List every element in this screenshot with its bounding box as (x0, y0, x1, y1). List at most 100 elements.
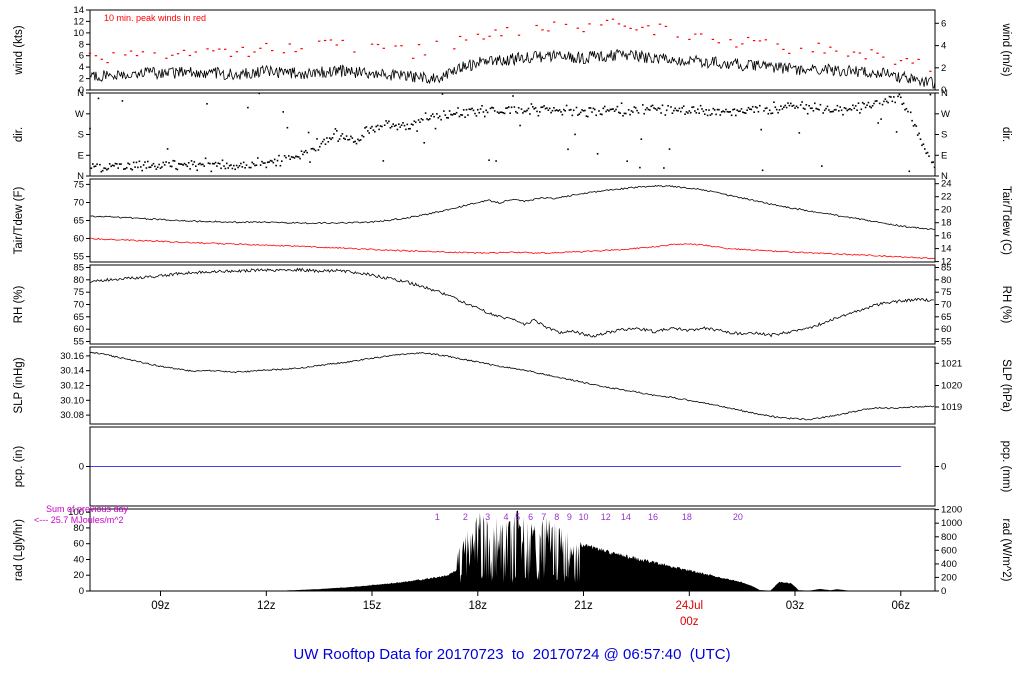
dir-dot (103, 167, 105, 169)
peak-mark (282, 52, 286, 54)
dir-dot (313, 148, 315, 151)
dir-dot (709, 114, 712, 116)
dir-dot (149, 166, 152, 168)
panel-pcp: 0 0 pcp. (in) pcp. (mm) (13, 426, 1012, 507)
dir-dot (417, 119, 420, 121)
dir-dot (258, 92, 260, 95)
dir-dot (334, 128, 337, 130)
dir-dot (323, 138, 325, 141)
peak-mark (412, 57, 415, 59)
dir-dot (451, 114, 454, 116)
peak-mark (852, 51, 856, 53)
dir-dot (464, 116, 466, 118)
dir-dot (393, 125, 396, 127)
dir-dot (932, 161, 934, 163)
dir-dot (616, 105, 619, 108)
dir-dot (223, 165, 225, 167)
dir-dot (568, 109, 571, 111)
y-tick-label-right: 800 (941, 532, 957, 543)
peak-mark (494, 29, 497, 31)
dir-dot (407, 128, 410, 130)
dir-dot (307, 131, 310, 134)
dir-dot (866, 104, 868, 106)
dir-dot (513, 106, 516, 108)
dir-dot (720, 111, 723, 113)
dir-dot (117, 167, 119, 169)
dir-dot (386, 122, 389, 124)
dir-dot (840, 109, 843, 112)
x-tick-label: 00z (680, 616, 699, 628)
peak-mark (564, 23, 568, 25)
dir-dot (460, 114, 462, 116)
dir-dot (228, 164, 231, 167)
dir-dot (744, 112, 747, 114)
panel-temp: 55 60 65 70 75 12 14 16 18 20 22 24 Tair/Tdew (F) Tai… (13, 178, 1012, 268)
dir-dot (336, 130, 338, 132)
dir-dot (681, 107, 683, 109)
x-axis: 09z 12z 15z 18z 21z 24Jul 00z 03z 06z (151, 591, 910, 628)
peak-mark (694, 33, 697, 35)
rad-mj-marker: 14 (621, 512, 631, 522)
dir-dot (832, 110, 834, 113)
dir-dot (224, 167, 227, 170)
rad-mj-marker: 8 (554, 512, 559, 522)
peak-mark (711, 38, 715, 40)
y-tick-label-right: 0 (941, 462, 946, 473)
y-tick-label-left: 55 (73, 337, 84, 348)
peak-mark (188, 54, 192, 57)
wind-peak-note: 10 min. peak winds in red (104, 13, 207, 23)
peak-mark (124, 54, 127, 56)
dir-dot (113, 165, 115, 167)
peak-mark (882, 56, 885, 58)
dir-dot (420, 118, 423, 120)
dir-dot (706, 114, 709, 117)
dir-dot (650, 105, 652, 108)
peak-mark (747, 36, 750, 39)
rad-mj-marker: 7 (541, 512, 546, 522)
dir-dot (815, 107, 817, 110)
panel-frame (89, 178, 936, 263)
dir-dot (555, 109, 558, 111)
peak-mark (629, 27, 632, 29)
peak-mark (811, 51, 814, 53)
dir-dot (801, 101, 803, 103)
dir-dot (173, 160, 176, 162)
dir-dot (673, 109, 675, 112)
peak-mark (165, 57, 168, 59)
peak-mark (653, 34, 656, 36)
dir-dot (495, 160, 497, 162)
dir-dot (217, 162, 220, 164)
dir-dot (577, 114, 579, 116)
dir-dot (148, 166, 150, 169)
dir-dot (877, 122, 879, 124)
dir-dot (227, 167, 229, 169)
y-tick-label-left: 70 (73, 197, 84, 208)
dir-dot (392, 123, 394, 125)
dir-dot (90, 167, 93, 169)
dir-dot (699, 104, 702, 107)
dir-dot (845, 107, 847, 110)
dir-dot (265, 166, 268, 169)
dir-dot (931, 161, 933, 164)
dir-dot (454, 113, 456, 115)
dir-dot (200, 163, 203, 166)
dir-dot (646, 107, 648, 109)
dir-dot (664, 114, 667, 116)
dir-dot (546, 107, 548, 109)
dir-dot (345, 135, 348, 137)
dir-dot (357, 138, 359, 141)
peak-mark (929, 70, 932, 72)
dir-dot (543, 105, 545, 107)
dir-dot (142, 164, 145, 166)
dir-dot (214, 161, 217, 164)
dir-dot (888, 95, 891, 98)
dir-dot (204, 157, 207, 160)
dir-dot (367, 130, 369, 132)
dir-dot (101, 169, 104, 172)
dir-dot (503, 112, 506, 115)
dir-dot (396, 128, 399, 131)
dir-dot (698, 112, 700, 114)
y-tick-label-right: 1000 (941, 518, 962, 529)
y-axis-label-left: dir. (13, 127, 25, 142)
dir-dot (795, 105, 798, 108)
